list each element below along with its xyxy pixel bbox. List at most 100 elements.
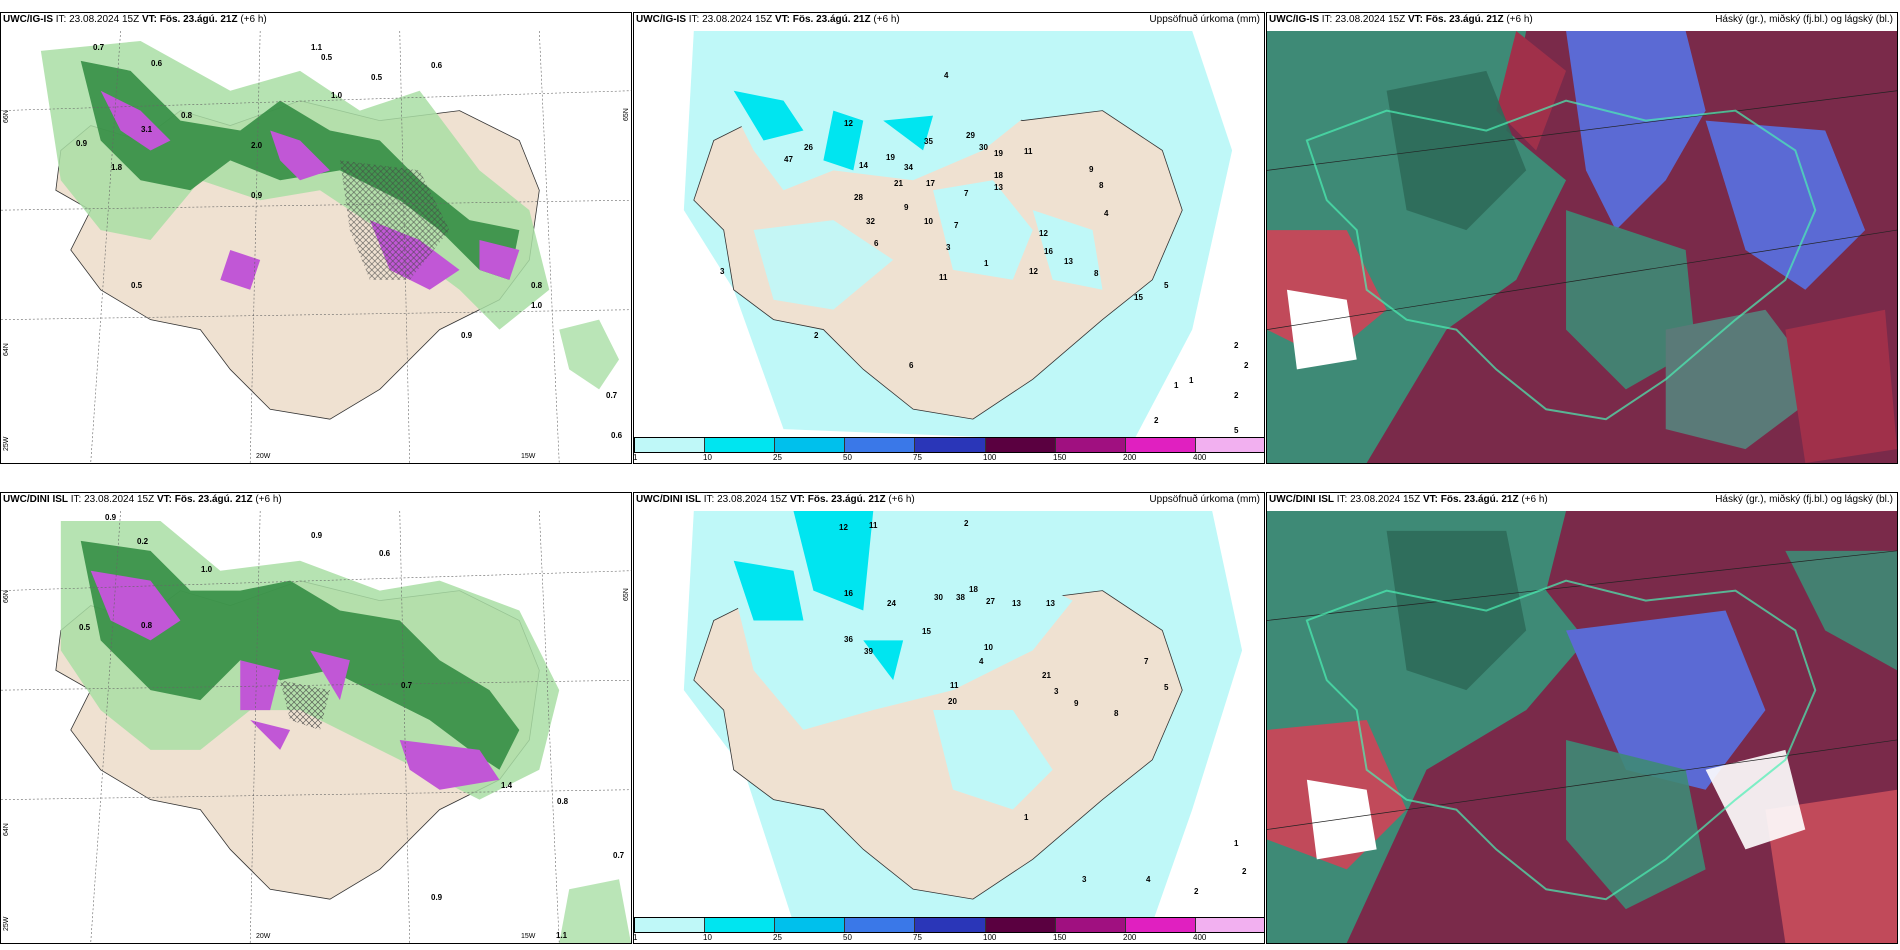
lon-label: 15W	[521, 453, 536, 460]
value-label: 30	[979, 143, 988, 152]
value-label: 16	[844, 589, 853, 598]
value-label: 0.5	[79, 623, 91, 632]
map-area: 0.9 0.2 1.0 0.9 0.6 0.8 0.5 0.7 1.4 0.9 …	[1, 511, 631, 943]
panel-title: Uppsöfnuð úrkoma (mm)	[1149, 14, 1260, 25]
value-label: 38	[956, 593, 965, 602]
tick-label: 100	[983, 933, 997, 942]
value-label: 0.7	[606, 391, 618, 400]
value-label: 0.8	[531, 281, 543, 290]
value-label: 2	[1154, 416, 1159, 425]
value-label: 15	[922, 627, 931, 636]
value-label: 0.5	[371, 73, 383, 82]
value-label: 1.4	[501, 781, 513, 790]
value-label: 21	[894, 179, 903, 188]
tick-label: 200	[1123, 933, 1137, 942]
value-label: 39	[864, 647, 873, 656]
cloud-map	[1267, 31, 1897, 463]
value-label: 5	[1164, 281, 1169, 290]
value-label: 20	[948, 697, 957, 706]
colorbar	[634, 437, 1264, 453]
value-label: 1.1	[311, 43, 323, 52]
value-label: 18	[994, 171, 1003, 180]
cloud-map	[1267, 511, 1897, 943]
value-label: 10	[924, 217, 933, 226]
value-label: 4	[1146, 875, 1151, 884]
value-label: 34	[904, 163, 913, 172]
value-label: 13	[994, 183, 1003, 192]
value-label: 16	[1044, 247, 1053, 256]
value-label: 2	[1242, 867, 1247, 876]
value-label: 10	[984, 643, 993, 652]
value-label: 13	[1046, 599, 1055, 608]
tick-label: 75	[913, 933, 922, 942]
wind-precip-map	[1, 511, 631, 943]
value-label: 9	[1089, 165, 1094, 174]
value-label: 47	[784, 155, 793, 164]
value-label: 12	[844, 119, 853, 128]
tick-label: 1	[633, 933, 638, 942]
value-label: 3	[720, 267, 725, 276]
lat-label: 65N	[623, 108, 630, 121]
value-label: 0.6	[379, 549, 391, 558]
tick-label: 75	[913, 453, 922, 462]
value-label: 5	[1164, 683, 1169, 692]
value-label: 6	[874, 239, 879, 248]
value-label: 27	[986, 597, 995, 606]
value-label: 36	[844, 635, 853, 644]
value-label: 26	[804, 143, 813, 152]
value-label: 24	[887, 599, 896, 608]
map-area	[1267, 511, 1897, 943]
value-label: 12	[839, 523, 848, 532]
panel-dini-isl-wind: UWC/DINI ISL IT: 23.08.2024 15Z VT: Fös.…	[0, 492, 632, 944]
value-label: 8	[1094, 269, 1099, 278]
value-label: 0.7	[93, 43, 105, 52]
value-label: 13	[1012, 599, 1021, 608]
value-label: 1.0	[331, 91, 343, 100]
value-label: 12	[1039, 229, 1048, 238]
tick-label: 200	[1123, 453, 1137, 462]
value-label: 7	[954, 221, 959, 230]
value-label: 15	[1134, 293, 1143, 302]
value-label: 11	[950, 681, 959, 690]
map-area: 12 11 2 16 24 30 38 27 18 13 13 15 39 36…	[634, 511, 1264, 923]
value-label: 2	[1194, 887, 1199, 896]
value-label: 2	[1234, 341, 1239, 350]
value-label: 0.5	[321, 53, 333, 62]
value-label: 3	[1082, 875, 1087, 884]
lat-label: 64N	[3, 343, 10, 356]
value-label: 18	[969, 585, 978, 594]
value-label: 14	[859, 161, 868, 170]
value-label: 8	[1099, 181, 1104, 190]
lon-label: 25W	[3, 436, 10, 451]
lat-label: 66N	[3, 590, 10, 603]
map-area	[1267, 31, 1897, 463]
panel-ig-is-precip: UWC/IG-IS IT: 23.08.2024 15Z VT: Fös. 23…	[633, 12, 1265, 464]
value-label: 28	[854, 193, 863, 202]
map-area: 0.7 0.6 0.5 0.8 0.9 1.0 1.1 0.6 0.5 3.1 …	[1, 31, 631, 463]
value-label: 0.5	[131, 281, 143, 290]
wind-precip-map	[1, 31, 631, 463]
colorbar-ticks: 1 10 25 50 75 100 150 200 400	[633, 933, 1264, 943]
panel-header: UWC/IG-IS IT: 23.08.2024 15Z VT: Fös. 23…	[1269, 14, 1533, 25]
value-label: 0.9	[431, 893, 443, 902]
value-label: 3	[946, 243, 951, 252]
lat-label: 65N	[623, 588, 630, 601]
tick-label: 25	[773, 933, 782, 942]
panel-header: UWC/IG-IS IT: 23.08.2024 15Z VT: Fös. 23…	[3, 14, 267, 25]
value-label: 32	[866, 217, 875, 226]
value-label: 11	[939, 273, 948, 282]
value-label: 2.0	[251, 141, 263, 150]
value-label: 2	[1244, 361, 1249, 370]
tick-label: 150	[1053, 933, 1067, 942]
value-label: 1	[984, 259, 989, 268]
value-label: 0.9	[105, 513, 117, 522]
lon-label: 20W	[256, 933, 271, 940]
value-label: 1	[1174, 381, 1179, 390]
lon-label: 25W	[3, 916, 10, 931]
value-label: 19	[886, 153, 895, 162]
value-label: 11	[869, 521, 878, 530]
tick-label: 10	[703, 453, 712, 462]
value-label: 1.1	[556, 931, 568, 940]
value-label: 0.6	[611, 431, 623, 440]
value-label: 0.9	[461, 331, 473, 340]
